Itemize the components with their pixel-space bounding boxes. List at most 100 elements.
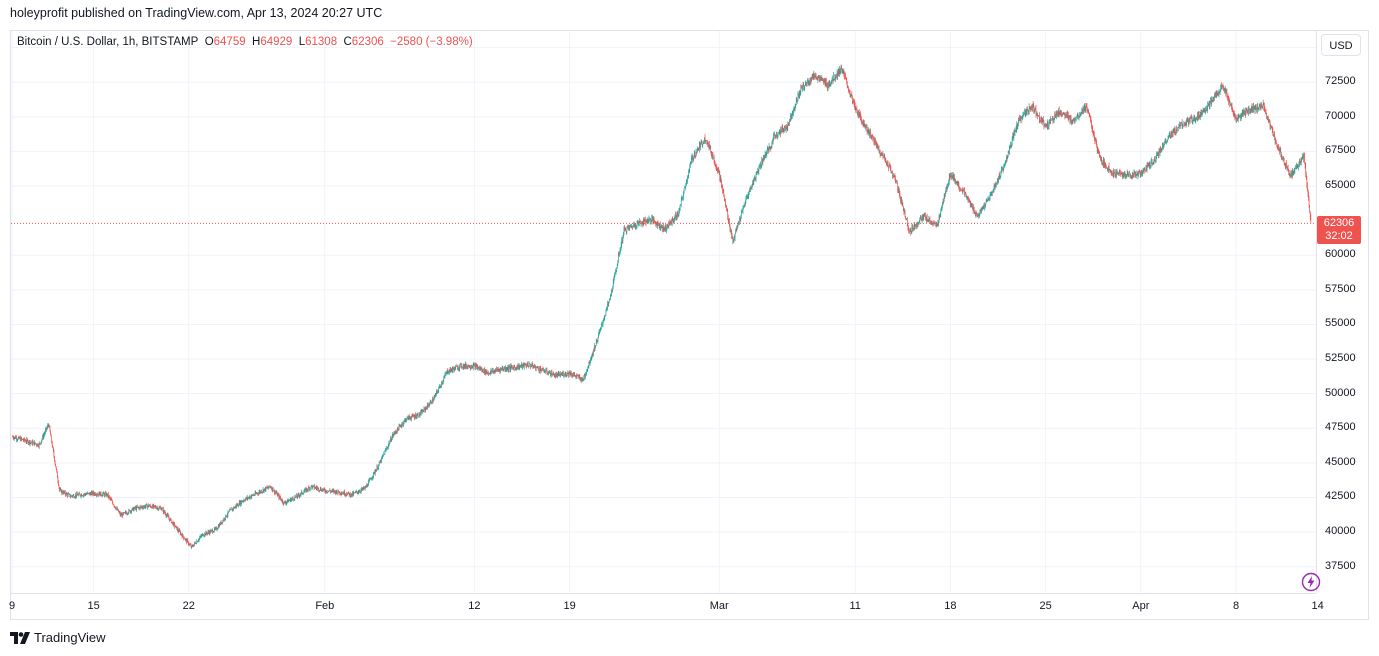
candle-body (1292, 171, 1293, 176)
candle-body (1258, 108, 1259, 110)
candle-body (1024, 111, 1026, 116)
candle-body (397, 427, 399, 429)
candle-body (38, 443, 40, 447)
candle-body (898, 187, 899, 190)
candle-body (1244, 114, 1246, 116)
candle-body (72, 495, 73, 497)
candle-body (925, 215, 926, 219)
candle-body (544, 371, 545, 373)
candle-body (361, 488, 363, 490)
candle-body (1098, 151, 1100, 153)
candle-body (654, 221, 655, 222)
candle-body (1152, 163, 1153, 165)
candle-body (962, 190, 963, 193)
candle-body (835, 76, 836, 80)
candle-body (862, 122, 863, 124)
candle-body (237, 504, 238, 506)
candle-body (643, 221, 644, 224)
candle-body (84, 493, 85, 495)
candle-body (1009, 149, 1010, 154)
time-axis[interactable]: 9 15 22 Feb 12 19 Mar 11 18 25 Apr 8 14 (9, 593, 1324, 620)
candle-body (410, 418, 412, 420)
candle-body (1013, 132, 1015, 139)
candle-body (752, 181, 753, 186)
candle-body (217, 528, 218, 530)
candle-body (1162, 146, 1163, 151)
candle-body (116, 508, 118, 509)
candle-body (629, 225, 630, 230)
candle-body (1273, 134, 1274, 137)
candle-body (950, 176, 951, 179)
price-axis[interactable]: 7500072500700006750065000600005750055000… (1316, 31, 1369, 593)
candle-body (601, 324, 603, 325)
plot-area[interactable] (11, 31, 1316, 593)
candle-body (1240, 117, 1242, 118)
candle-body (1055, 116, 1057, 118)
candle-body (812, 75, 813, 79)
candle-body (766, 153, 767, 156)
candle-body (857, 113, 858, 115)
candle-body (792, 113, 793, 115)
candle-body (695, 155, 696, 157)
bar-countdown: 32:02 (1325, 230, 1353, 243)
candle-body (340, 493, 341, 495)
candle-body (977, 215, 978, 218)
candle-body (565, 374, 567, 376)
candle-body (928, 218, 930, 220)
candle-body (816, 78, 817, 79)
candle-body (223, 518, 225, 521)
candle-body (471, 366, 473, 368)
candle-body (834, 75, 835, 80)
candle-body (293, 498, 294, 500)
candle-body (492, 370, 493, 372)
candle-body (1227, 96, 1228, 98)
candle-body (895, 182, 897, 184)
candle-body (15, 436, 16, 439)
candle-body (31, 442, 32, 444)
candle-body (920, 217, 922, 221)
lightning-bolt-icon[interactable] (1301, 572, 1321, 592)
candle-body (916, 225, 918, 227)
candle-body (276, 492, 278, 496)
candle-body (360, 489, 362, 492)
candle-body (743, 205, 745, 208)
time-tick-label: 15 (87, 600, 100, 612)
candle-body (782, 128, 783, 130)
candle-body (27, 439, 28, 441)
candle-body (1259, 105, 1261, 107)
candle-body (55, 466, 57, 469)
candle-body (388, 445, 389, 448)
candle-body (232, 508, 234, 510)
candle-body (517, 365, 518, 369)
candle-body (317, 487, 319, 489)
candle-body (175, 526, 177, 527)
candle-body (288, 500, 290, 502)
candle-body (215, 527, 217, 529)
candle-body (166, 515, 167, 517)
candle-body (878, 147, 879, 148)
candle-body (561, 374, 562, 376)
candle-body (608, 301, 609, 304)
candle-body (505, 367, 506, 370)
candle-body (179, 530, 181, 532)
candle-body (1102, 162, 1103, 165)
candle-body (444, 374, 446, 377)
candle-body (845, 78, 847, 80)
candle-body (467, 365, 468, 368)
candle-body (496, 368, 498, 370)
candle-body (1028, 106, 1030, 112)
currency-button[interactable]: USD (1321, 34, 1361, 56)
candle-body (917, 222, 919, 224)
candle-body (1222, 85, 1224, 87)
candle-body (305, 488, 306, 490)
candle-body (237, 504, 239, 506)
candle-body (1166, 142, 1167, 144)
candle-body (657, 221, 659, 224)
candle-body (1291, 171, 1293, 176)
candle-body (449, 369, 450, 373)
candle-body (364, 487, 366, 489)
candle-body (1244, 111, 1245, 115)
candle-body (170, 518, 171, 520)
candle-body (1097, 149, 1099, 151)
candle-body (1007, 150, 1009, 156)
